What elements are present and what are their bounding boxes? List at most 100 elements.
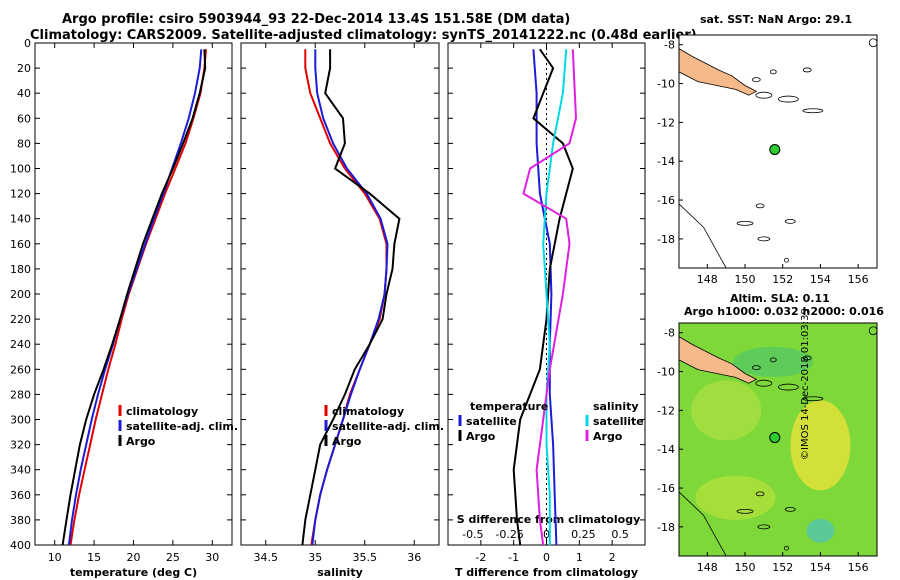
new-guinea-land (679, 48, 758, 96)
salinity-x-tick-label: 34.5 (254, 551, 279, 564)
map-lat-tick-label: -10 (657, 366, 675, 379)
map-lon-tick-label: 154 (810, 273, 831, 286)
sla-low-patch (806, 518, 835, 543)
map-bottom-title-1: Altim. SLA: 0.11 (730, 292, 830, 305)
salinity-line-satellite-adj-clim- (311, 49, 389, 545)
map-lat-tick-label: -12 (657, 116, 675, 129)
y-tick-label: 200 (10, 288, 31, 301)
reef-outline (755, 491, 765, 497)
y-tick-label: 20 (17, 62, 31, 75)
argo-location-marker (769, 432, 781, 444)
temperature-line-climatology (69, 49, 207, 545)
salinity-series-group (301, 49, 401, 545)
island-outline (777, 95, 799, 103)
sla-mid-patch (691, 380, 762, 441)
difference-line-t-satellite (532, 49, 558, 545)
map-lon-tick-label: 156 (848, 561, 869, 574)
difference-x-tick-label: 2 (609, 551, 616, 564)
salinity-diff-tick-label: 0.5 (611, 528, 629, 541)
map-lon-tick-label: 148 (697, 561, 718, 574)
island-outline (802, 108, 824, 114)
difference-line-t-argo (512, 48, 574, 545)
legend-group-salinity: salinity (593, 400, 639, 413)
island-outline (751, 77, 761, 83)
y-tick-label: 60 (17, 112, 31, 125)
y-tick-label: 80 (17, 137, 31, 150)
island-outline (755, 379, 773, 387)
island-outline (777, 383, 799, 391)
australia-coast (679, 491, 727, 556)
reef-outline (784, 257, 789, 263)
difference-x-tick-label: 0 (543, 551, 550, 564)
salinity-diff-axis-label: S difference from climatology (457, 513, 641, 526)
legend-label: satellite-adj. clim. (332, 420, 444, 433)
argo-location-marker (769, 144, 781, 156)
y-tick-label: 300 (10, 414, 31, 427)
map-content (679, 323, 877, 556)
salinity-x-tick-label: 35.5 (353, 551, 378, 564)
y-tick-label: 140 (10, 213, 31, 226)
temperature-line-argo (61, 49, 207, 545)
australia-coast (679, 203, 727, 268)
y-tick-label: 340 (10, 464, 31, 477)
island-outline (868, 326, 877, 336)
difference-x-tick-label: -1 (508, 551, 519, 564)
map-content (679, 35, 877, 268)
salinity-x-tick-label: 36 (407, 551, 421, 564)
legend-group-temperature: temperature (470, 400, 548, 413)
legend-label: Argo (466, 430, 496, 443)
map-lon-tick-label: 152 (772, 561, 793, 574)
map-lat-tick-label: -8 (664, 39, 675, 52)
legend-label: climatology (126, 405, 198, 418)
y-tick-label: 360 (10, 489, 31, 502)
difference-line-s-argo (522, 49, 578, 545)
reef-outline (736, 220, 754, 226)
watermark: ©IMOS 14-Dec-2018 01:03:39 (800, 308, 811, 460)
sla-mid-patch (695, 475, 776, 520)
map-lat-tick-label: -14 (657, 155, 675, 168)
y-tick-label: 0 (24, 37, 31, 50)
temperature-x-tick-label: 10 (48, 551, 62, 564)
temperature-x-tick-label: 25 (166, 551, 180, 564)
map-lat-tick-label: -16 (657, 194, 675, 207)
island-outline (751, 365, 761, 371)
reef-outline (736, 508, 754, 514)
map-frame (678, 322, 878, 557)
difference-x-tick-label: -2 (475, 551, 486, 564)
new-guinea-land (679, 336, 758, 384)
salinity-diff-tick-label: -0.5 (462, 528, 483, 541)
salinity-line-climatology (304, 49, 388, 545)
map-lon-tick-label: 150 (735, 273, 756, 286)
legend-label: Argo (593, 430, 623, 443)
y-tick-label: 220 (10, 313, 31, 326)
legend-label: satellite (593, 415, 644, 428)
reef-outline (784, 218, 796, 224)
legend-label: climatology (332, 405, 404, 418)
map-lon-tick-label: 150 (735, 561, 756, 574)
map-lat-tick-label: -16 (657, 482, 675, 495)
difference-x-axis-label: T difference from climatology (455, 566, 638, 579)
reef-outline (784, 545, 789, 551)
y-tick-label: 100 (10, 163, 31, 176)
y-tick-label: 120 (10, 188, 31, 201)
map-lat-tick-label: -18 (657, 233, 675, 246)
island-outline (755, 91, 773, 99)
title-line-2: Climatology: CARS2009. Satellite-adjuste… (30, 28, 697, 43)
island-outline (802, 355, 812, 361)
reef-outline (757, 524, 771, 530)
salinity-diff-tick-label: -0.25 (495, 528, 523, 541)
temperature-line-satellite-adj-clim- (67, 49, 203, 545)
difference-x-tick-label: 1 (576, 551, 583, 564)
temperature-frame (34, 42, 233, 546)
legend-label: satellite-adj. clim. (126, 420, 238, 433)
island-outline (802, 67, 812, 73)
map-lat-tick-label: -10 (657, 78, 675, 91)
difference-series-group (512, 48, 578, 545)
salinity-diff-tick-label: 0.25 (571, 528, 596, 541)
y-tick-label: 400 (10, 539, 31, 552)
reef-outline (755, 203, 765, 209)
title-line-1: Argo profile: csiro 5903944_93 22-Dec-20… (62, 12, 571, 27)
salinity-line-argo (301, 49, 401, 545)
map-lon-tick-label: 154 (810, 561, 831, 574)
